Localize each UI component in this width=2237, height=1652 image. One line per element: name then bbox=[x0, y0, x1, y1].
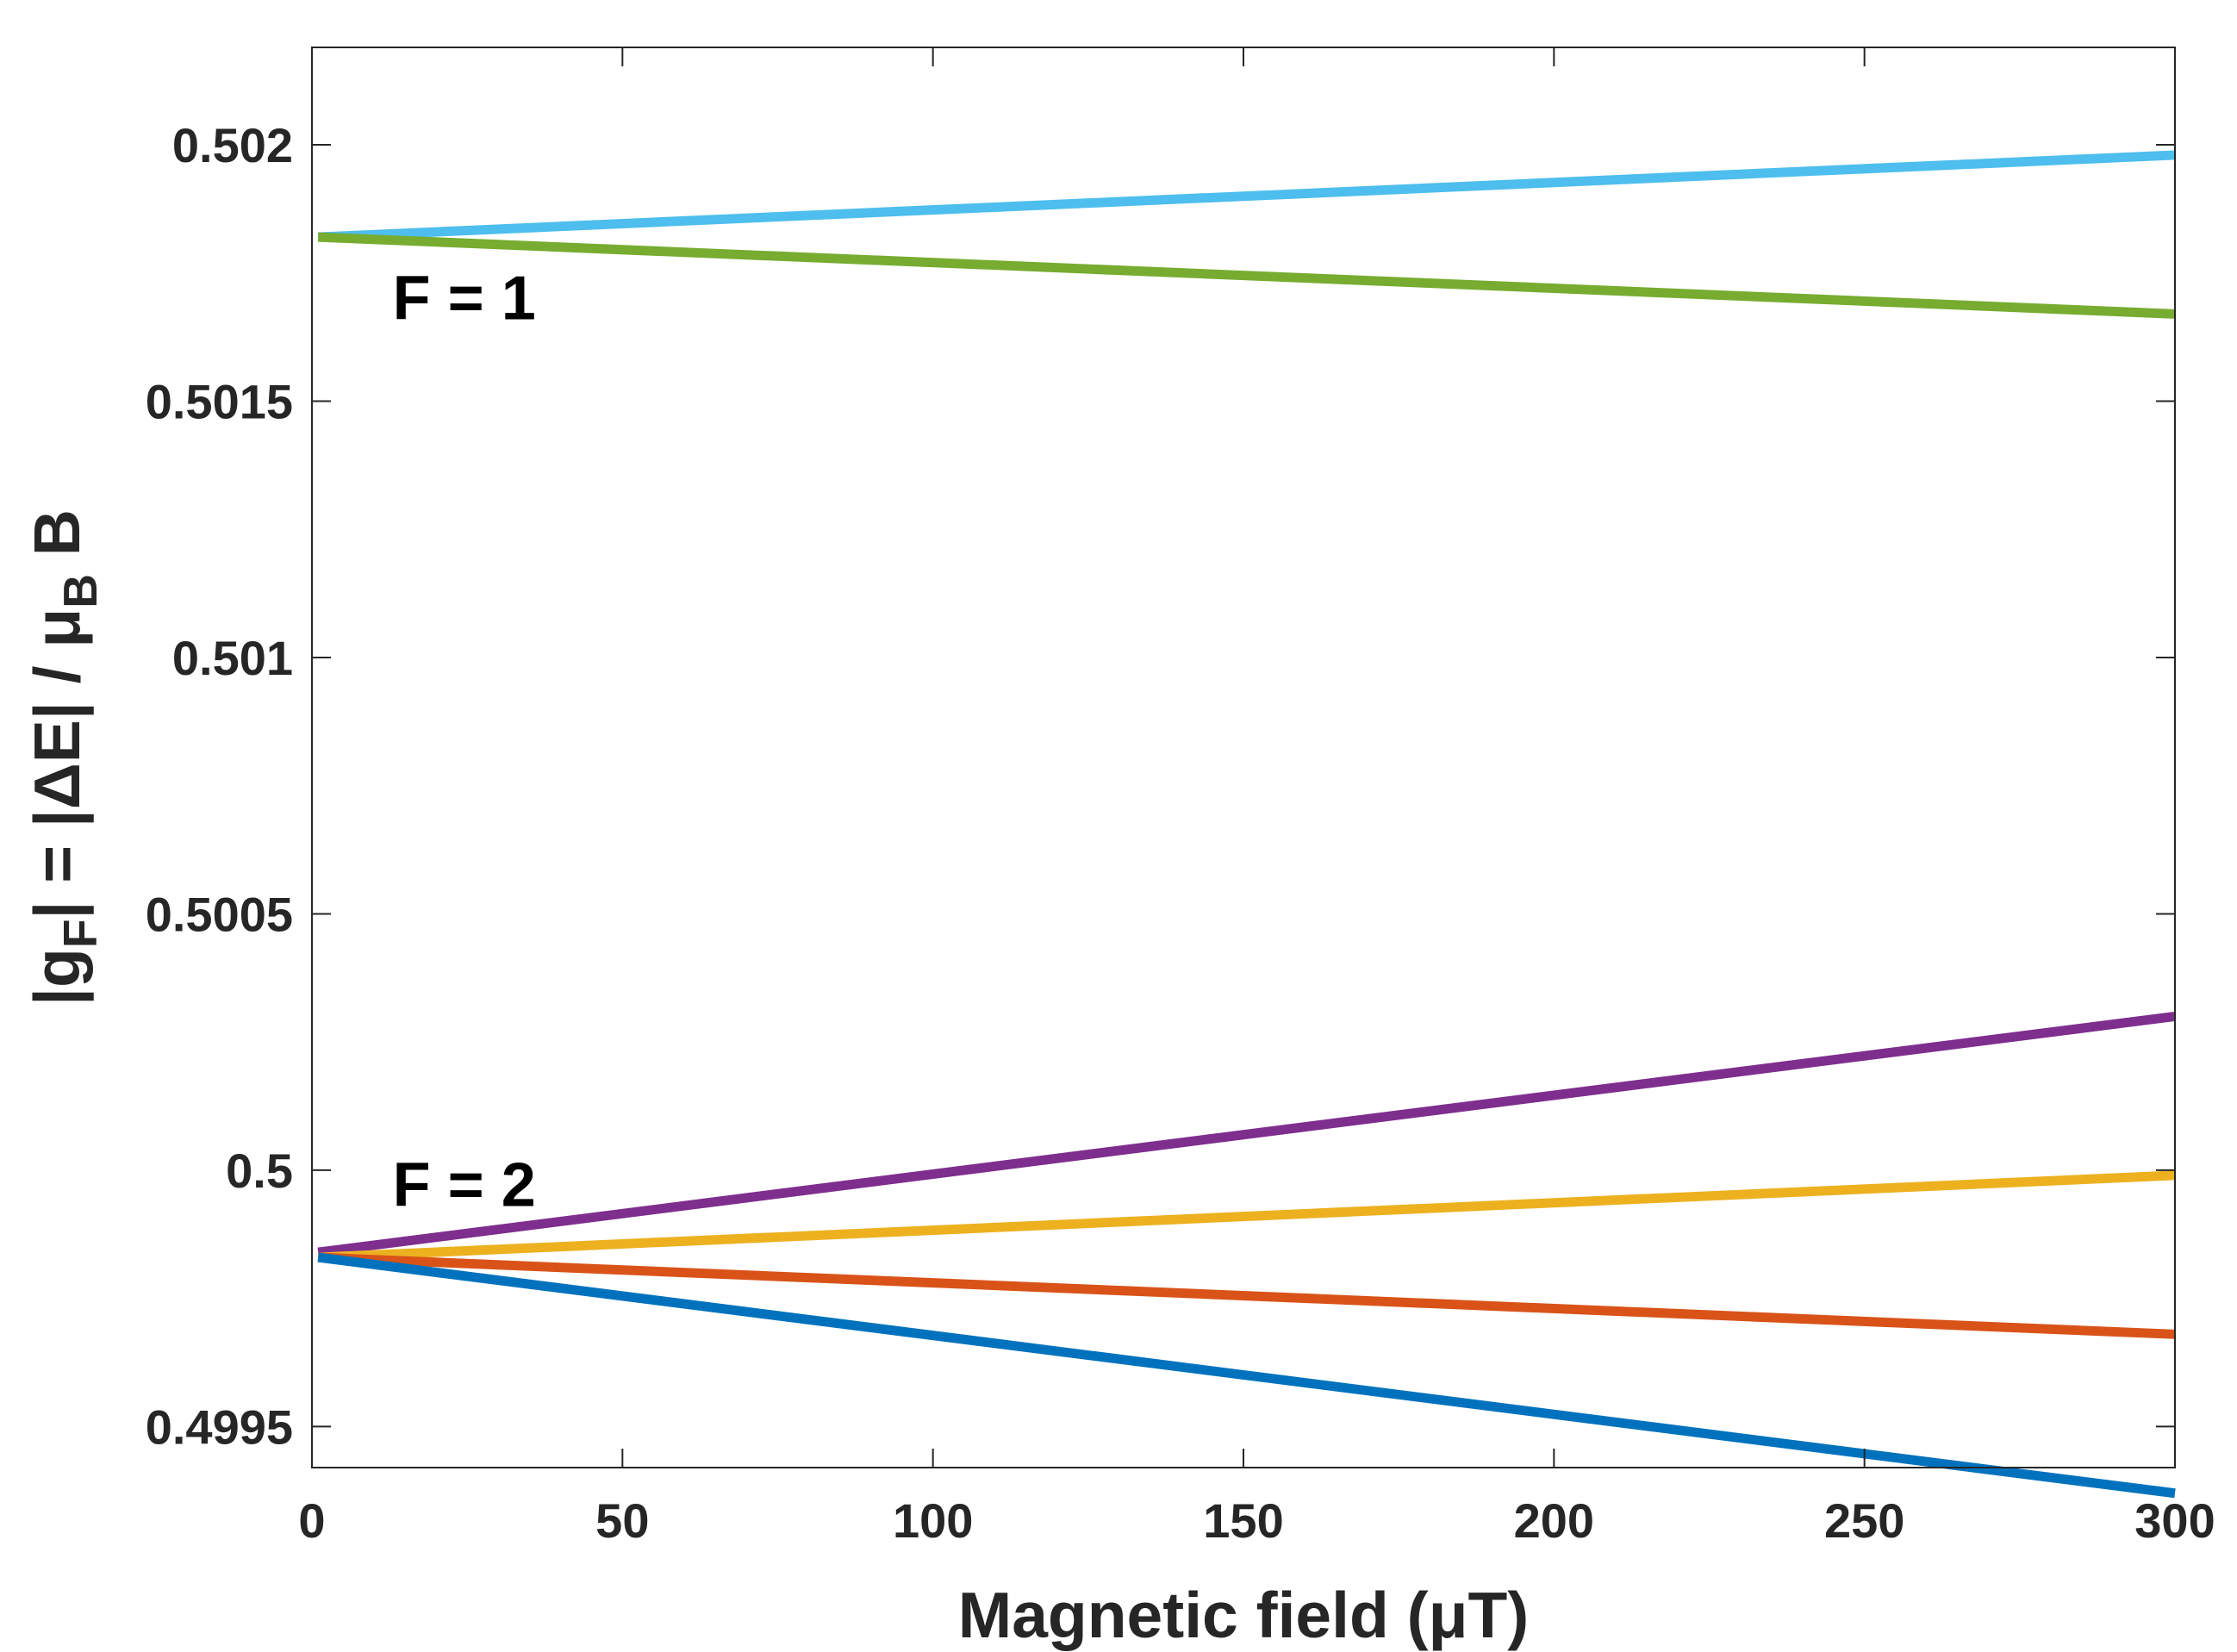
plot-area-frame bbox=[311, 47, 2176, 1468]
x-tick-label: 100 bbox=[893, 1493, 973, 1548]
y-axis-label-subscript: B bbox=[53, 574, 107, 608]
y-axis-label-subscript: F bbox=[53, 920, 107, 949]
annotation-label-1: F = 1 bbox=[393, 264, 536, 333]
x-tick-label: 200 bbox=[1514, 1493, 1594, 1548]
x-axis-label: Magnetic field (μT) bbox=[958, 1579, 1530, 1651]
y-tick-label: 0.4995 bbox=[146, 1400, 293, 1454]
x-tick-label: 0 bbox=[298, 1493, 325, 1548]
annotation-label-2: F = 2 bbox=[393, 1151, 536, 1220]
x-tick-label: 50 bbox=[595, 1493, 649, 1548]
x-tick-label: 150 bbox=[1203, 1493, 1283, 1548]
y-tick-label: 0.501 bbox=[172, 631, 293, 685]
annotation-layer: F = 1 F = 2 bbox=[393, 264, 536, 1219]
tick-layer: 0 50 100 150 200 250 300 0.4995 0.5 0.5005 0.501 0.… bbox=[146, 47, 2215, 1548]
y-tick-label: 0.5015 bbox=[146, 375, 293, 429]
series-line-3 bbox=[317, 1011, 2176, 1257]
series-line-5 bbox=[317, 1252, 2176, 1339]
series-line-4 bbox=[317, 1170, 2176, 1262]
y-tick-label: 0.5005 bbox=[146, 887, 293, 941]
y-axis-label-part: B bbox=[21, 509, 93, 574]
series-line-6 bbox=[317, 1252, 2176, 1499]
series-layer bbox=[317, 150, 2176, 1499]
y-tick-label: 0.502 bbox=[172, 118, 293, 172]
x-tick-label: 300 bbox=[2134, 1493, 2215, 1548]
series-line-1 bbox=[317, 150, 2176, 242]
y-tick-label: 0.5 bbox=[226, 1144, 293, 1198]
y-axis-label-part: |g bbox=[21, 948, 94, 1006]
y-axis-label: |gF| = |ΔE| / μB B bbox=[21, 509, 107, 1006]
y-axis-label-part: | = |ΔE| / μ bbox=[21, 608, 94, 920]
series-line-2 bbox=[317, 232, 2176, 319]
x-tick-label: 250 bbox=[1824, 1493, 1904, 1548]
